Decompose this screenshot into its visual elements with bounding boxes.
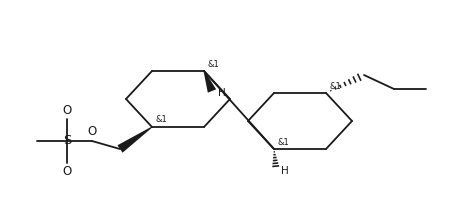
Text: O: O (62, 165, 72, 178)
Text: H: H (218, 88, 226, 98)
Polygon shape (203, 71, 216, 93)
Text: O: O (62, 104, 72, 117)
Text: S: S (63, 135, 71, 147)
Text: &1: &1 (207, 60, 219, 69)
Text: &1: &1 (277, 138, 289, 147)
Text: &1: &1 (156, 115, 168, 124)
Text: H: H (281, 166, 289, 176)
Polygon shape (118, 127, 152, 153)
Text: &1: &1 (329, 82, 341, 91)
Text: O: O (88, 125, 97, 138)
